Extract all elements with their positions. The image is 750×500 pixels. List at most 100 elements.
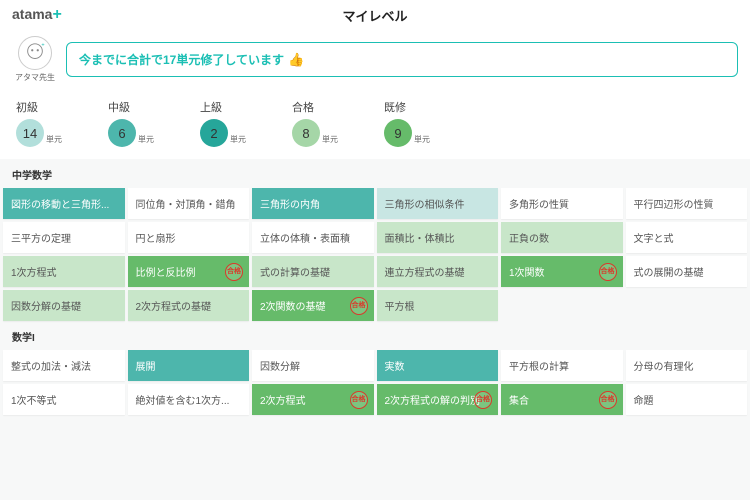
- unit-label: 図形の移動と三角形...: [11, 196, 109, 211]
- unit-label: 文字と式: [634, 230, 674, 245]
- unit-label: 因数分解の基礎: [11, 298, 81, 313]
- unit-label: 多角形の性質: [509, 196, 569, 211]
- level-count-wrap: 2 単元: [200, 119, 246, 147]
- unit-label: 面積比・体積比: [385, 230, 455, 245]
- unit-cell[interactable]: 1次関数合格: [501, 256, 623, 287]
- level-item: 中級 6 単元: [108, 99, 154, 147]
- level-count: 2: [200, 119, 228, 147]
- unit-cell[interactable]: 三平方の定理: [3, 222, 125, 253]
- pass-stamp-icon: 合格: [599, 391, 617, 409]
- logo-plus-icon: +: [52, 6, 61, 23]
- unit-label: 実数: [385, 358, 405, 373]
- unit-label: 絶対値を含む1次方...: [136, 392, 230, 407]
- unit-cell[interactable]: 1次不等式: [3, 384, 125, 415]
- unit-label: 2次方程式: [260, 392, 306, 407]
- pass-stamp-icon: 合格: [474, 391, 492, 409]
- unit-label: 命題: [634, 392, 654, 407]
- level-unit: 単元: [322, 134, 338, 145]
- unit-cell[interactable]: 実数: [377, 350, 499, 381]
- unit-cell[interactable]: 因数分解: [252, 350, 374, 381]
- header: atama+ マイレベル: [0, 0, 750, 30]
- level-label: 上級: [200, 99, 222, 115]
- level-item: 合格 8 単元: [292, 99, 338, 147]
- unit-label: 三角形の内角: [260, 196, 320, 211]
- level-label: 既修: [384, 99, 406, 115]
- unit-cell[interactable]: 平方根の計算: [501, 350, 623, 381]
- unit-grid: 整式の加法・減法 展開因数分解 実数 平方根の計算 分母の有理化 1次不等式絶対値を含む1…: [0, 350, 750, 415]
- unit-label: 比例と反比例: [136, 264, 196, 279]
- level-count-wrap: 6 単元: [108, 119, 154, 147]
- unit-cell[interactable]: 因数分解の基礎: [3, 290, 125, 321]
- unit-cell[interactable]: 集合合格: [501, 384, 623, 415]
- unit-label: 式の計算の基礎: [260, 264, 330, 279]
- unit-label: 平方根: [385, 298, 415, 313]
- unit-grid: 図形の移動と三角形... 同位角・対頂角・錯角 三角形の内角 三角形の相似条件多角形の…: [0, 188, 750, 321]
- unit-cell[interactable]: 展開: [128, 350, 250, 381]
- unit-cell[interactable]: 整式の加法・減法: [3, 350, 125, 381]
- level-count: 8: [292, 119, 320, 147]
- level-count: 14: [16, 119, 44, 147]
- unit-cell[interactable]: 面積比・体積比: [377, 222, 499, 253]
- level-label: 中級: [108, 99, 130, 115]
- unit-label: 式の展開の基礎: [634, 264, 704, 279]
- unit-label: 2次関数の基礎: [260, 298, 326, 313]
- unit-cell[interactable]: 比例と反比例 合格: [128, 256, 250, 287]
- unit-label: 正負の数: [509, 230, 549, 245]
- unit-label: 整式の加法・減法: [11, 358, 91, 373]
- level-count: 9: [384, 119, 412, 147]
- level-count-wrap: 9 単元: [384, 119, 430, 147]
- unit-cell[interactable]: 命題: [626, 384, 748, 415]
- unit-cell[interactable]: 式の計算の基礎: [252, 256, 374, 287]
- level-item: 既修 9 単元: [384, 99, 430, 147]
- unit-cell[interactable]: 2次方程式の解の判別合格: [377, 384, 499, 415]
- level-summary: 初級 14 単元 中級 6 単元 上級 2 単元 合格 8 単元 既修 9 単元: [0, 89, 750, 159]
- unit-cell[interactable]: 平方根: [377, 290, 499, 321]
- teacher-row: + アタマ先生 今までに合計で17単元修了しています 👍: [0, 30, 750, 89]
- level-unit: 単元: [138, 134, 154, 145]
- level-count: 6: [108, 119, 136, 147]
- unit-cell[interactable]: 立体の体積・表面積: [252, 222, 374, 253]
- teacher-avatar-wrap: + アタマ先生: [12, 36, 58, 83]
- unit-label: 2次方程式の解の判別: [385, 392, 481, 407]
- unit-cell[interactable]: 2次方程式 合格: [252, 384, 374, 415]
- unit-cell[interactable]: 平行四辺形の性質: [626, 188, 748, 219]
- unit-label: 同位角・対頂角・錯角: [136, 196, 236, 211]
- unit-label: 立体の体積・表面積: [260, 230, 350, 245]
- section-title: 中学数学: [0, 159, 750, 188]
- unit-cell[interactable]: 1次方程式: [3, 256, 125, 287]
- unit-label: 円と扇形: [136, 230, 176, 245]
- level-unit: 単元: [414, 134, 430, 145]
- unit-label: 分母の有理化: [634, 358, 694, 373]
- level-label: 初級: [16, 99, 38, 115]
- level-count-wrap: 8 単元: [292, 119, 338, 147]
- svg-text:+: +: [41, 43, 44, 49]
- unit-cell[interactable]: 2次関数の基礎 合格: [252, 290, 374, 321]
- unit-cell[interactable]: 図形の移動と三角形...: [3, 188, 125, 219]
- section: 中学数学図形の移動と三角形... 同位角・対頂角・錯角 三角形の内角 三角形の相似条件…: [0, 159, 750, 321]
- section: 数学I整式の加法・減法展開因数分解実数平方根の計算分母の有理化1次不等式絶対値を…: [0, 321, 750, 415]
- unit-cell[interactable]: 絶対値を含む1次方...: [128, 384, 250, 415]
- teacher-label: アタマ先生: [15, 72, 55, 83]
- pass-stamp-icon: 合格: [350, 391, 368, 409]
- unit-cell[interactable]: 同位角・対頂角・錯角: [128, 188, 250, 219]
- unit-cell[interactable]: 三角形の相似条件: [377, 188, 499, 219]
- unit-cell[interactable]: 三角形の内角: [252, 188, 374, 219]
- unit-cell[interactable]: 式の展開の基礎: [626, 256, 748, 287]
- pass-stamp-icon: 合格: [350, 297, 368, 315]
- unit-cell[interactable]: 円と扇形: [128, 222, 250, 253]
- level-label: 合格: [292, 99, 314, 115]
- unit-label: 三平方の定理: [11, 230, 71, 245]
- level-item: 上級 2 単元: [200, 99, 246, 147]
- unit-label: 2次方程式の基礎: [136, 298, 212, 313]
- unit-cell[interactable]: 正負の数: [501, 222, 623, 253]
- unit-cell[interactable]: 多角形の性質: [501, 188, 623, 219]
- teacher-speech: 今までに合計で17単元修了しています 👍: [66, 42, 738, 77]
- pass-stamp-icon: 合格: [225, 263, 243, 281]
- unit-cell[interactable]: 分母の有理化: [626, 350, 748, 381]
- unit-cell[interactable]: 文字と式: [626, 222, 748, 253]
- thumbs-up-icon: 👍: [288, 52, 304, 68]
- unit-label: 平方根の計算: [509, 358, 569, 373]
- unit-cell[interactable]: 連立方程式の基礎: [377, 256, 499, 287]
- unit-label: 因数分解: [260, 358, 300, 373]
- unit-cell[interactable]: 2次方程式の基礎: [128, 290, 250, 321]
